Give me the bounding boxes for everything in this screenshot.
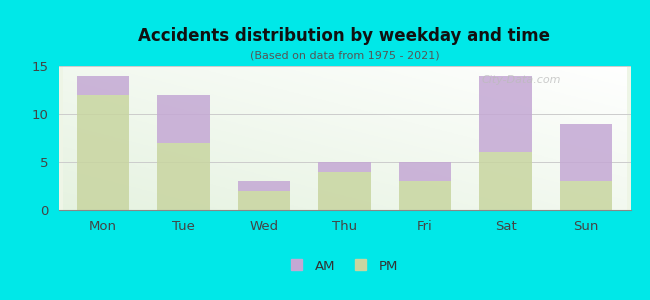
Legend: AM, PM: AM, PM	[291, 260, 398, 272]
Text: City-Data.com: City-Data.com	[482, 75, 562, 85]
Bar	[480, 152, 532, 210]
Bar	[77, 76, 129, 95]
Title: Accidents distribution by weekday and time: Accidents distribution by weekday and ti…	[138, 27, 551, 45]
Bar	[560, 181, 612, 210]
Bar	[318, 162, 370, 172]
Text: (Based on data from 1975 - 2021): (Based on data from 1975 - 2021)	[250, 50, 439, 60]
Bar	[77, 95, 129, 210]
Bar	[480, 76, 532, 152]
Bar	[399, 181, 451, 210]
Bar	[157, 95, 209, 143]
Bar	[399, 162, 451, 181]
Bar	[318, 172, 370, 210]
Bar	[238, 191, 290, 210]
Bar	[157, 143, 209, 210]
Bar	[560, 124, 612, 181]
Bar	[238, 181, 290, 191]
